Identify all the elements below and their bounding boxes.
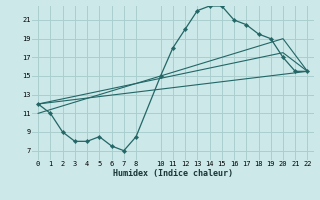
- X-axis label: Humidex (Indice chaleur): Humidex (Indice chaleur): [113, 169, 233, 178]
